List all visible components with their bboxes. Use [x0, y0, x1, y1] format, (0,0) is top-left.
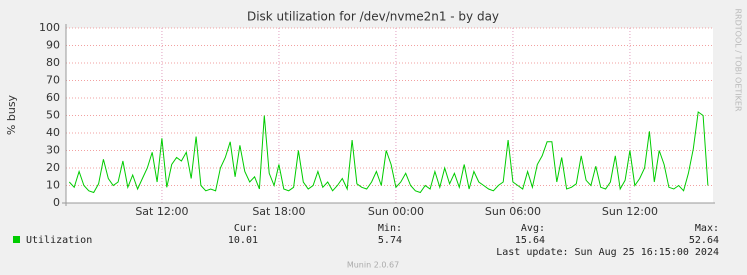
y-tick-label: 30 [46, 144, 60, 157]
stat-label: Max: [695, 223, 719, 234]
y-tick-label: 10 [46, 179, 60, 192]
x-tick-label: Sun 12:00 [602, 205, 658, 218]
y-tick-label: 0 [53, 196, 60, 209]
x-tick-label: Sat 12:00 [135, 205, 188, 218]
legend-label: Utilization [26, 235, 92, 246]
y-tick-label: 100 [39, 21, 60, 34]
plot-area [66, 28, 713, 203]
y-tick-label: 20 [46, 161, 60, 174]
footer: Munin 2.0.67 [347, 261, 399, 270]
stat-value: 15.64 [515, 235, 545, 246]
y-tick-label: 80 [46, 56, 60, 69]
x-tick-label: Sun 00:00 [368, 205, 424, 218]
legend-swatch [13, 236, 20, 243]
series-line [68, 111, 709, 194]
y-tick-label: 70 [46, 74, 60, 87]
stat-value: 5.74 [378, 235, 402, 246]
y-tick-label: 60 [46, 91, 60, 104]
stat-value: 52.64 [689, 235, 719, 246]
y-tick-label: 50 [46, 109, 60, 122]
y-axis-label: % busy [5, 94, 18, 135]
y-tick-label: 40 [46, 126, 60, 139]
watermark: RRDTOOL / TOBI OETIKER [734, 8, 743, 111]
last-update: Last update: Sun Aug 25 16:15:00 2024 [496, 247, 719, 258]
y-tick-label: 90 [46, 39, 60, 52]
stat-label: Avg: [521, 223, 545, 234]
stat-label: Cur: [234, 223, 258, 234]
stat-label: Min: [378, 223, 402, 234]
chart-title: Disk utilization for /dev/nvme2n1 - by d… [247, 10, 499, 24]
stat-value: 10.01 [228, 235, 258, 246]
x-tick-label: Sat 18:00 [252, 205, 305, 218]
x-tick-label: Sun 06:00 [485, 205, 541, 218]
